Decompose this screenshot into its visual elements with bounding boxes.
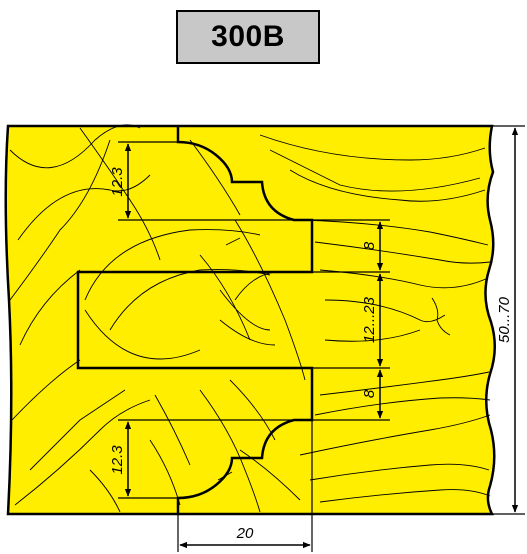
- title-label: 300B: [211, 20, 285, 53]
- label-tenon-width: 20: [236, 525, 254, 542]
- label-upper-step: 8: [361, 241, 378, 250]
- title-box: 300B: [176, 10, 320, 64]
- label-total-thickness: 50...70: [496, 296, 513, 343]
- extension-lines: [118, 125, 525, 552]
- label-upper-profile: 12.3: [109, 167, 126, 197]
- label-lower-profile: 12.3: [109, 445, 126, 475]
- label-lower-step: 8: [361, 389, 378, 398]
- dimension-lines: [124, 127, 519, 549]
- cutter-profile: [76, 126, 314, 514]
- label-groove: 12...23: [361, 296, 378, 343]
- wood-body: [4, 124, 496, 516]
